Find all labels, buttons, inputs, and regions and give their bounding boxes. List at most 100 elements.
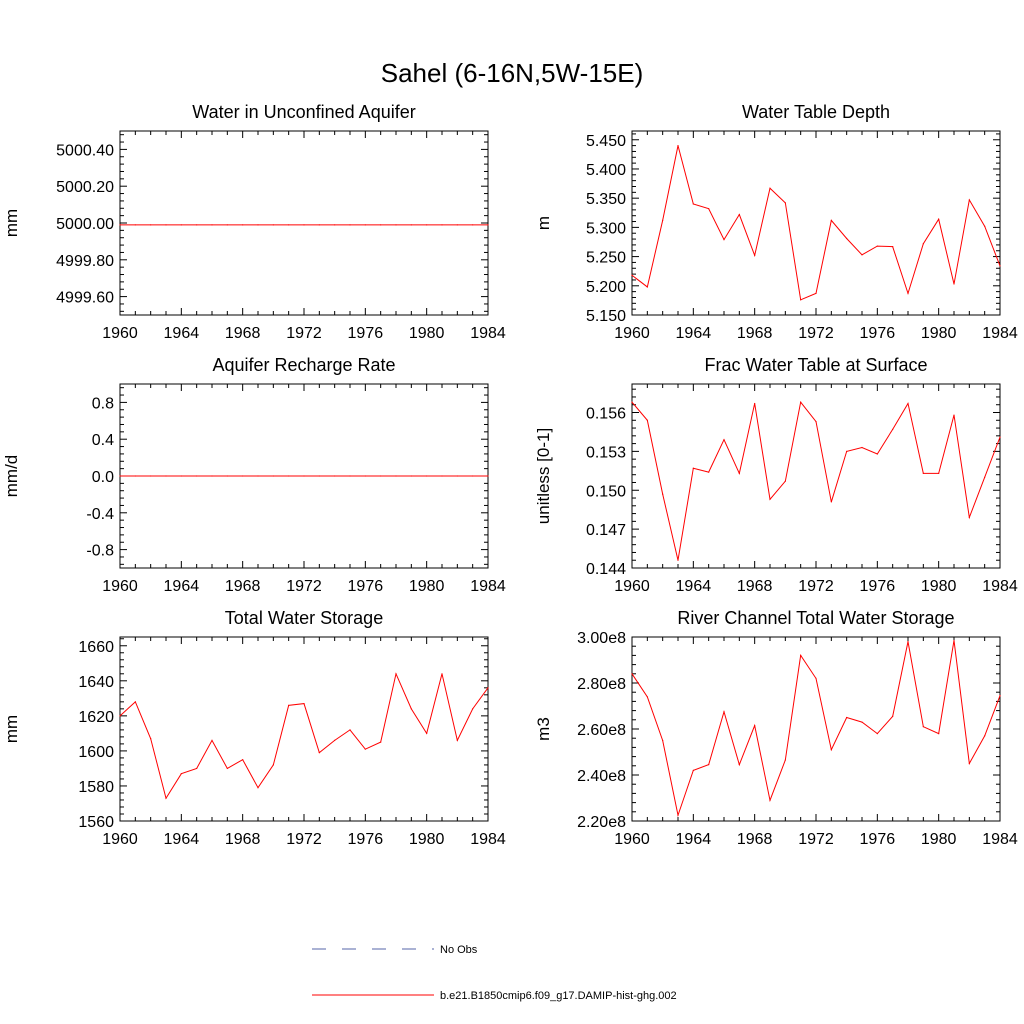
plot-frame [119,636,489,822]
x-tick-label: 1972 [286,578,322,595]
data-point [303,224,305,226]
y-tick-label: 1580 [78,779,114,796]
y-tick-label: 0.0 [92,469,114,486]
data-point [487,687,489,689]
data-point [364,475,366,477]
data-point [395,475,397,477]
panel-title: Water Table Depth [742,102,890,122]
data-point [257,224,259,226]
y-tick-label: 5.450 [586,133,626,150]
panel-title: Frac Water Table at Surface [704,355,927,375]
data-point [692,203,694,205]
y-tick-label: 5.400 [586,162,626,179]
x-tick-label: 1980 [921,831,957,848]
plot-frame [631,383,1001,569]
data-point [487,475,489,477]
data-point [723,239,725,241]
data-point [288,704,290,706]
data-point [861,721,863,723]
data-point [410,708,412,710]
data-point [380,741,382,743]
x-tick-label: 1980 [921,578,957,595]
data-point [288,475,290,477]
data-point [134,701,136,703]
x-tick-label: 1964 [164,578,200,595]
data-point [134,224,136,226]
data-point [226,767,228,770]
data-point [953,414,955,416]
data-point [861,446,863,449]
x-tick-label: 1972 [798,325,834,342]
data-point [846,450,848,452]
data-point [180,224,182,226]
plot-frame [631,130,1001,316]
y-tick-label: 5000.40 [56,142,114,159]
data-point [257,787,259,789]
y-tick-label: 5000.20 [56,179,114,196]
x-tick-label: 1960 [614,325,650,342]
data-point [380,224,382,226]
data-point [119,715,121,717]
data-point [738,764,740,766]
y-tick-label: 2.60e8 [577,722,626,739]
data-point [288,224,290,226]
data-point [876,453,878,455]
series-line [631,400,1001,561]
data-point [938,733,940,735]
data-point [380,475,382,477]
data-point [180,475,182,477]
x-tick-label: 1980 [409,831,445,848]
data-point [318,752,320,754]
data-point [226,475,228,477]
x-tick-label: 1976 [860,578,896,595]
data-point [410,224,412,226]
y-tick-label: 4999.80 [56,253,114,270]
data-point [662,219,664,221]
legend-label: No Obs [440,944,478,956]
data-point [349,475,351,477]
x-tick-label: 1972 [798,578,834,595]
data-point [150,738,152,740]
y-tick-label: 5.350 [586,191,626,208]
data-point [631,274,633,276]
x-tick-label: 1984 [982,325,1018,342]
data-point [892,715,894,717]
data-point [968,762,970,765]
y-tick-label: -0.8 [86,543,114,560]
legend: No Obs b.e21.B1850cmip6.f09_g17.DAMIP-his… [312,944,677,1002]
y-tick-label: 3.00e8 [577,630,626,647]
data-point [441,673,443,675]
data-point [441,224,443,226]
x-tick-label: 1968 [737,831,773,848]
data-point [211,475,213,477]
data-point [692,467,694,469]
data-point [426,224,428,226]
data-point [242,224,244,226]
x-tick-label: 1972 [286,325,322,342]
data-point [487,224,489,226]
data-point [134,475,136,477]
x-tick-label: 1964 [164,831,200,848]
data-point [968,516,970,519]
data-point [922,243,924,245]
data-point [846,716,848,719]
x-tick-label: 1976 [860,831,896,848]
data-point [984,225,986,227]
x-tick-label: 1984 [982,831,1018,848]
data-point [303,475,305,477]
panel-2: Water Table Depth 1960 1964 1968 1972 1976 198… [534,102,1018,342]
data-point [815,292,817,294]
panel-title: Water in Unconfined Aquifer [192,102,415,122]
data-point [631,673,633,675]
y-tick-label: 5.250 [586,250,626,267]
data-point [472,224,474,226]
data-point [349,729,351,731]
data-point [646,696,648,698]
data-point [456,224,458,226]
panel-3: Aquifer Recharge Rate 1960 1964 1968 1972 197… [2,355,506,595]
data-point [272,764,274,766]
data-point [738,472,740,475]
data-point [196,767,198,770]
data-point [815,677,817,680]
